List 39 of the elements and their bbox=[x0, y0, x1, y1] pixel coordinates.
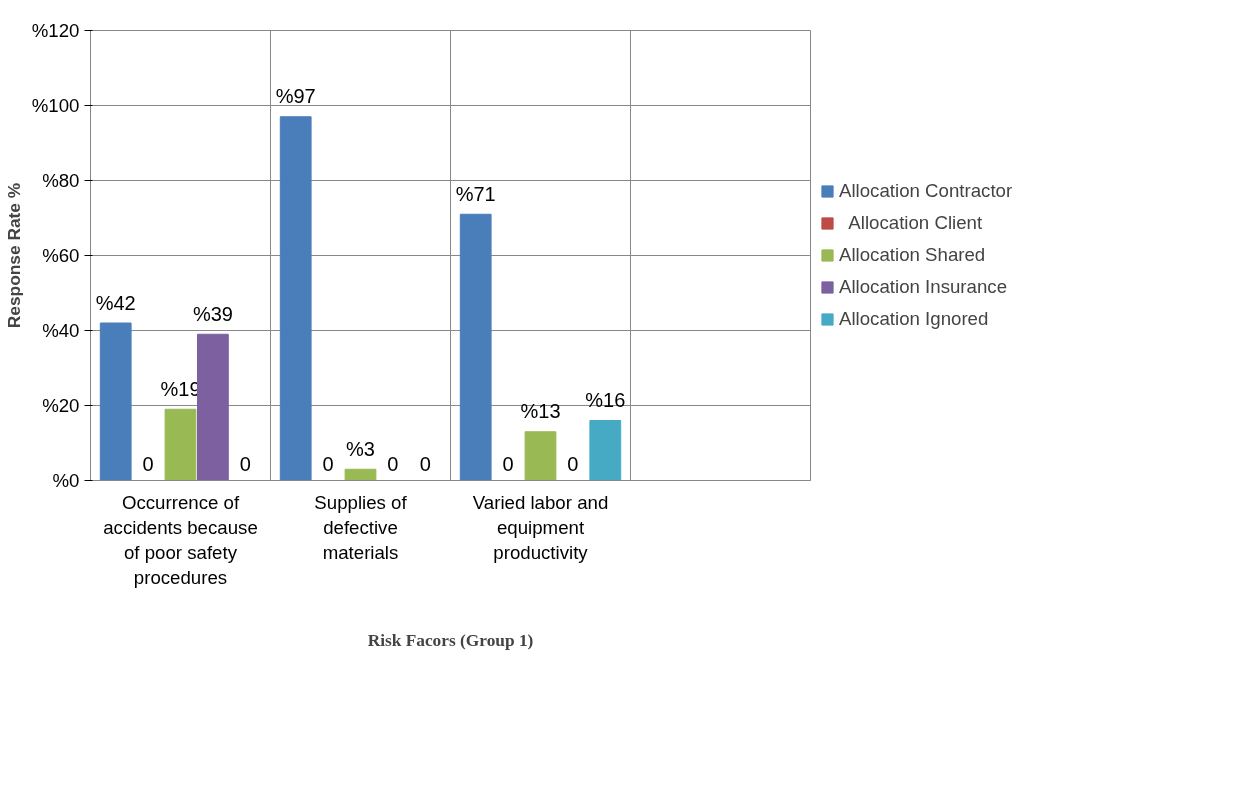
data-label: 0 bbox=[387, 453, 399, 476]
data-label: %71 bbox=[455, 182, 496, 205]
y-tick-label: %100 bbox=[31, 95, 80, 116]
legend-label: Allocation Ignored bbox=[839, 308, 989, 330]
bar bbox=[524, 431, 557, 481]
data-label: 0 bbox=[567, 453, 579, 476]
y-tick-label: %0 bbox=[52, 470, 80, 491]
legend-label: Allocation Shared bbox=[839, 244, 986, 266]
data-label: %13 bbox=[520, 400, 561, 423]
data-label: %3 bbox=[346, 437, 375, 460]
y-tick-label: %120 bbox=[31, 20, 80, 41]
legend-label: Allocation Contractor bbox=[839, 180, 1013, 202]
y-tick-label: %80 bbox=[42, 170, 80, 191]
x-axis-title: Risk Facors (Group 1) bbox=[367, 631, 534, 651]
data-label: 0 bbox=[502, 453, 514, 476]
data-label: %39 bbox=[192, 302, 233, 325]
bar bbox=[99, 322, 132, 481]
y-tick-label: %60 bbox=[42, 245, 80, 266]
bar bbox=[589, 420, 622, 481]
y-tick-label: %20 bbox=[42, 395, 80, 416]
data-label: %42 bbox=[95, 291, 136, 314]
y-tick-label: %40 bbox=[42, 320, 80, 341]
data-label: 0 bbox=[239, 453, 251, 476]
x-tick-label: Varied labor and equipment productivity bbox=[472, 491, 609, 563]
y-axis-title: Response Rate % bbox=[3, 182, 24, 329]
bar bbox=[197, 333, 229, 481]
data-label: 0 bbox=[419, 453, 431, 476]
x-tick-label: Occurrence of accidents because of poor safety procedures bbox=[103, 491, 258, 589]
data-label: 0 bbox=[142, 453, 154, 476]
bar bbox=[459, 213, 492, 481]
data-label: %16 bbox=[585, 389, 626, 412]
legend-label: Allocation Insurance bbox=[839, 276, 1008, 298]
legend-label: Allocation Client bbox=[847, 212, 983, 234]
bar bbox=[279, 116, 312, 481]
x-tick-label: Supplies of defective materials bbox=[314, 491, 408, 563]
bar bbox=[344, 468, 377, 481]
data-label: 0 bbox=[322, 453, 334, 476]
bar bbox=[164, 408, 197, 481]
data-label: %97 bbox=[275, 85, 316, 108]
